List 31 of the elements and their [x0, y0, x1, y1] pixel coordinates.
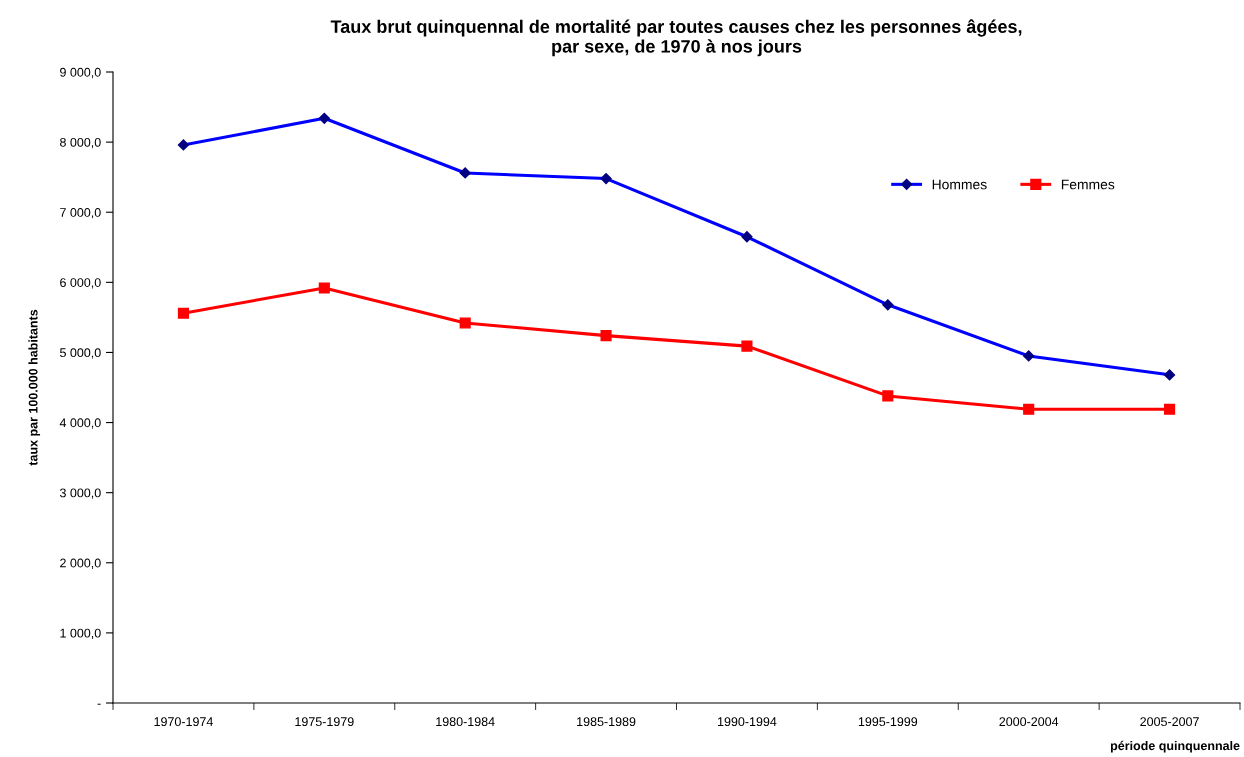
x-tick-label: 1975-1979 — [295, 717, 354, 727]
point — [600, 330, 612, 342]
point — [459, 317, 471, 329]
x-tick-label: 2005-2007 — [1140, 717, 1199, 727]
point — [1164, 403, 1176, 415]
y-tick-label: 6 000,0 — [60, 278, 101, 289]
chart-title: Taux brut quinquennal de mortalité par toutes causes chez les personnes âgées, par sexe, de 1970 à nos jours — [330, 19, 1022, 57]
x-tick-label: 1995-1999 — [858, 717, 918, 727]
y-tick-label: - — [97, 703, 101, 705]
y-tick-label: 3 000,0 — [59, 488, 101, 499]
legend-label: Hommes — [932, 179, 987, 190]
legend-label: Femmes — [1061, 179, 1115, 190]
y-tick-label: 1 000,0 — [60, 628, 101, 640]
y-tick-label: 8 000,0 — [60, 137, 101, 149]
x-tick-label: 2000-2004 — [999, 717, 1059, 727]
point — [882, 390, 894, 402]
y-tick-label: 4 000,0 — [59, 418, 101, 429]
y-tick-label: 5 000,0 — [59, 348, 101, 359]
point — [1023, 403, 1035, 415]
y-tick-label: 2 000,0 — [60, 558, 101, 569]
x-axis-title: période quinquennale — [1110, 740, 1240, 753]
x-tick-label: 1980-1984 — [436, 717, 495, 727]
y-tick-label: 9 000,0 — [60, 67, 101, 79]
y-tick-label: 7 000,0 — [60, 208, 101, 219]
x-tick-label: 1985-1989 — [577, 717, 636, 727]
point — [177, 307, 189, 319]
point — [741, 340, 753, 352]
point — [318, 282, 330, 294]
x-tick-label: 1970-1974 — [154, 717, 213, 727]
x-tick-label: 1990-1994 — [718, 717, 777, 727]
y-axis-title: taux par 100.000 habitants — [28, 309, 41, 466]
